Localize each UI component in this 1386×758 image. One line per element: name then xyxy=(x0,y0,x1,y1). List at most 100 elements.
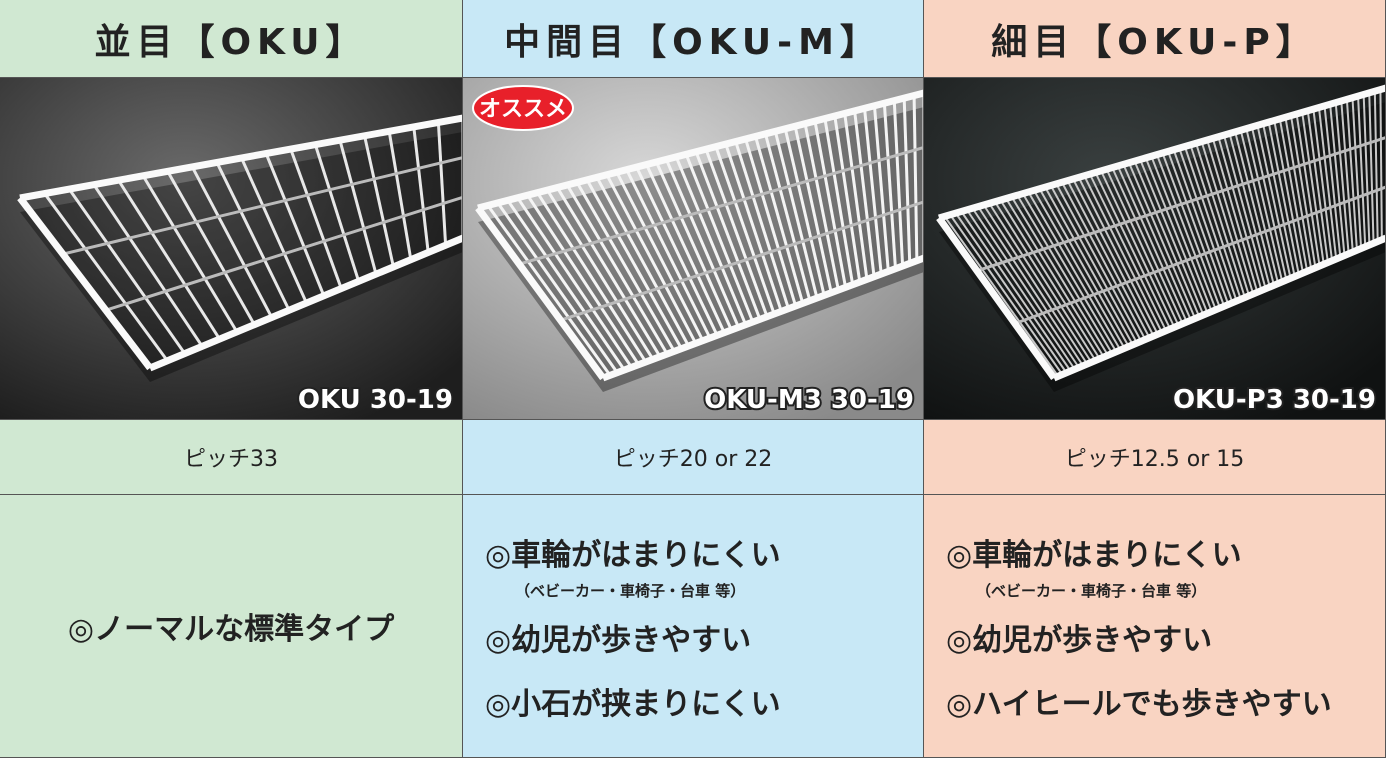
grating-bar xyxy=(763,133,812,301)
product-photo: OKU-M3 30-19 オススメ xyxy=(463,78,924,420)
pitch-label: ピッチ12.5 or 15 xyxy=(924,420,1386,495)
grating-bar xyxy=(694,150,762,320)
grating-bar xyxy=(506,198,626,371)
grating-bar xyxy=(1222,134,1267,289)
grating-bar xyxy=(141,174,239,333)
grating-bar xyxy=(882,102,897,269)
grating-bar xyxy=(1116,165,1188,322)
grating-bar xyxy=(1340,100,1354,252)
grating-bar xyxy=(833,115,862,282)
grating-bar xyxy=(1250,126,1288,280)
grating-bar xyxy=(1038,187,1130,347)
grating-bar xyxy=(1049,184,1138,343)
grating-bar xyxy=(943,215,1059,377)
feature-list: ◎車輪がはまりにくい （ベビーカー・車椅子・台車 等） ◎幼児が歩きやすい ◎小石が挟… xyxy=(463,495,924,758)
grating-bar xyxy=(1295,113,1321,266)
feature: ◎ノーマルな標準タイプ xyxy=(67,612,395,647)
grating-bar xyxy=(783,127,826,296)
cross-rod xyxy=(62,155,462,256)
grating-bar xyxy=(1167,150,1226,307)
grating-bar xyxy=(516,196,633,368)
grating-bar xyxy=(240,156,308,304)
grating-bar xyxy=(1066,179,1151,338)
grating-bar xyxy=(1284,116,1313,270)
frame-edge xyxy=(19,114,462,201)
grating-bar xyxy=(1379,89,1383,240)
grating-bar xyxy=(988,202,1093,363)
grating-bar xyxy=(1211,137,1259,293)
grating-bar xyxy=(645,163,726,333)
grating-bar xyxy=(67,187,187,354)
grating-bar xyxy=(1033,189,1126,349)
grating-bar xyxy=(999,199,1101,359)
grating-bar xyxy=(117,178,221,340)
grating-bar xyxy=(1005,197,1105,358)
grating-bar xyxy=(1256,124,1292,278)
grating-bar xyxy=(1301,111,1325,264)
grating-bar xyxy=(1362,93,1371,245)
product-code: OKU-P3 30-19 xyxy=(1173,385,1376,415)
grating-bar xyxy=(585,178,683,349)
grating-bar xyxy=(1139,158,1205,315)
grating-bar xyxy=(1368,92,1375,243)
feature: ◎ハイヒールでも歩きやすい xyxy=(946,686,1332,722)
grating-bar xyxy=(92,183,204,347)
grating-bar xyxy=(843,112,869,280)
grating-bar xyxy=(971,207,1080,368)
grating-bar xyxy=(1317,106,1338,259)
feature-list: ◎ノーマルな標準タイプ xyxy=(0,495,463,758)
grating-bar xyxy=(1178,147,1234,303)
grating-bar xyxy=(1228,132,1271,287)
frame-edge xyxy=(477,89,923,211)
grating-bar xyxy=(823,117,855,285)
cross-rod xyxy=(518,145,923,266)
grating-bar xyxy=(1206,139,1255,294)
grating-bar xyxy=(664,158,740,328)
grating-bar xyxy=(1273,119,1304,273)
grating-bar xyxy=(1100,169,1176,328)
grating-bar xyxy=(1088,173,1167,331)
grating-bar xyxy=(1290,114,1317,268)
grating-bar xyxy=(190,165,274,318)
grating-bar xyxy=(496,201,619,374)
grating-bar xyxy=(605,173,698,344)
column-title: 並目【OKU】 xyxy=(0,0,463,78)
grating-bar xyxy=(289,148,343,289)
grating-bar xyxy=(793,125,833,293)
grating-bar xyxy=(1195,142,1246,298)
grating-bar xyxy=(556,186,662,357)
grating-bar xyxy=(615,171,705,341)
grating-bar xyxy=(1027,190,1122,351)
grating-bar xyxy=(1150,155,1213,312)
grating-bar xyxy=(960,210,1072,372)
grating-bar xyxy=(1094,171,1172,329)
grating-bar xyxy=(1111,166,1184,324)
grating-bar xyxy=(994,200,1097,361)
pitch-label: ピッチ33 xyxy=(0,420,463,495)
feature-note: （ベビーカー・車椅子・台車 等） xyxy=(976,581,1207,600)
grating-bar xyxy=(892,100,905,266)
grating-bar xyxy=(1133,160,1201,317)
grating-bar xyxy=(1183,145,1238,301)
grating-bar xyxy=(949,213,1064,375)
feature: ◎車輪がはまりにくい xyxy=(946,537,1242,573)
frame-edge xyxy=(148,234,462,371)
grating-bar xyxy=(595,176,690,347)
grating-image: OKU-M3 30-19 オススメ xyxy=(463,78,923,419)
cross-rod xyxy=(976,135,1385,272)
grating-bar xyxy=(674,155,748,325)
grating-bar xyxy=(966,208,1076,370)
recommend-badge: オススメ xyxy=(479,97,567,122)
grating-bar xyxy=(1044,186,1134,345)
product-photo: OKU 30-19 xyxy=(0,78,463,420)
grating-bar xyxy=(387,130,413,260)
grating-bar xyxy=(1061,181,1147,340)
product-code: OKU 30-19 xyxy=(298,385,453,415)
grating-bar xyxy=(803,122,840,290)
feature-note: （ベビーカー・車椅子・台車 等） xyxy=(515,581,746,600)
frame-edge xyxy=(475,205,606,380)
grating-bar xyxy=(635,165,719,336)
frame-edge xyxy=(17,195,153,370)
feature: ◎幼児が歩きやすい xyxy=(485,622,752,658)
cross-rod xyxy=(105,195,462,312)
